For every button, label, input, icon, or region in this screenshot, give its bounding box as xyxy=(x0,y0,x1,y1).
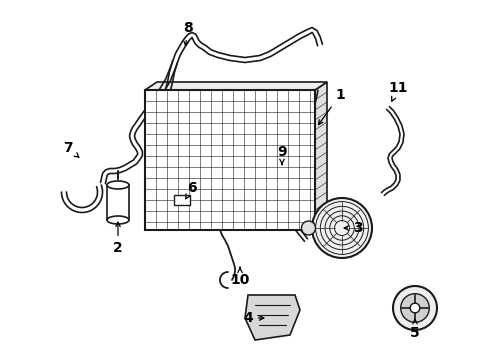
Text: 11: 11 xyxy=(388,81,408,101)
Text: 8: 8 xyxy=(183,21,193,46)
Ellipse shape xyxy=(107,216,129,224)
Circle shape xyxy=(312,198,372,258)
Circle shape xyxy=(410,303,420,313)
Ellipse shape xyxy=(107,181,129,189)
Text: 2: 2 xyxy=(113,222,123,255)
Text: 5: 5 xyxy=(410,319,420,340)
Text: 6: 6 xyxy=(186,181,197,199)
Circle shape xyxy=(393,286,437,330)
Text: 10: 10 xyxy=(230,267,250,287)
Text: 4: 4 xyxy=(243,311,264,325)
Text: 9: 9 xyxy=(277,145,287,165)
Bar xyxy=(107,185,129,220)
Bar xyxy=(174,195,190,205)
Text: 7: 7 xyxy=(63,141,79,157)
Polygon shape xyxy=(315,82,327,230)
Circle shape xyxy=(301,221,316,235)
Polygon shape xyxy=(245,295,300,340)
Circle shape xyxy=(401,294,429,322)
Text: 1: 1 xyxy=(318,88,345,125)
Polygon shape xyxy=(145,82,327,90)
Bar xyxy=(145,90,315,230)
Text: 3: 3 xyxy=(344,221,363,235)
